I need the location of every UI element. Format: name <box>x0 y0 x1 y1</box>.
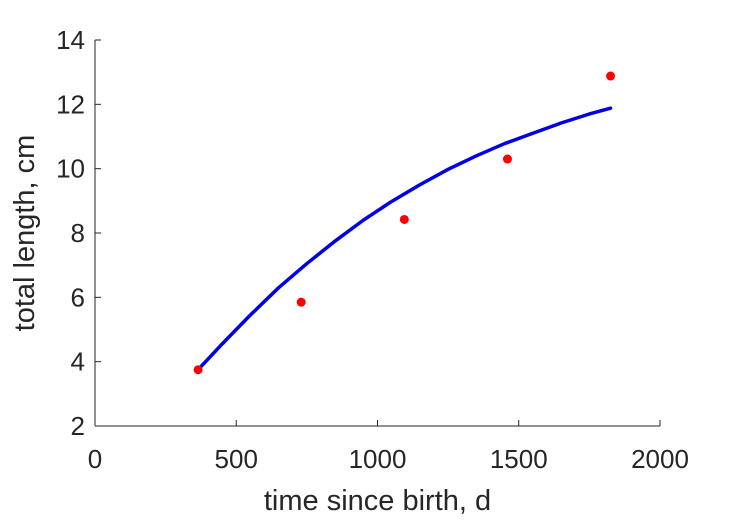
x-ticks: 0 500 1000 1500 2000 <box>88 420 689 474</box>
data-point <box>193 365 203 375</box>
y-tick-label: 12 <box>56 89 85 119</box>
x-tick-label: 1000 <box>349 444 407 474</box>
x-tick-label: 0 <box>88 444 102 474</box>
y-ticks: 2 4 6 8 10 12 14 <box>56 25 101 441</box>
data-point <box>606 71 616 81</box>
y-tick-label: 8 <box>71 218 85 248</box>
y-tick-label: 4 <box>71 347 85 377</box>
y-tick-label: 2 <box>71 411 85 441</box>
y-tick-label: 6 <box>71 282 85 312</box>
x-tick-label: 1500 <box>490 444 548 474</box>
x-tick-label: 2000 <box>631 444 689 474</box>
series-layer <box>193 71 616 375</box>
x-tick-label: 500 <box>215 444 258 474</box>
x-axis-label: time since birth, d <box>264 485 491 517</box>
data-point <box>399 214 409 224</box>
y-tick-label: 14 <box>56 25 85 55</box>
fit-curve-line <box>196 106 613 372</box>
data-point <box>502 154 512 164</box>
y-axis-label: total length, cm <box>9 135 41 332</box>
axes <box>94 40 660 427</box>
y-tick-label: 10 <box>56 154 85 184</box>
data-point <box>296 297 306 307</box>
